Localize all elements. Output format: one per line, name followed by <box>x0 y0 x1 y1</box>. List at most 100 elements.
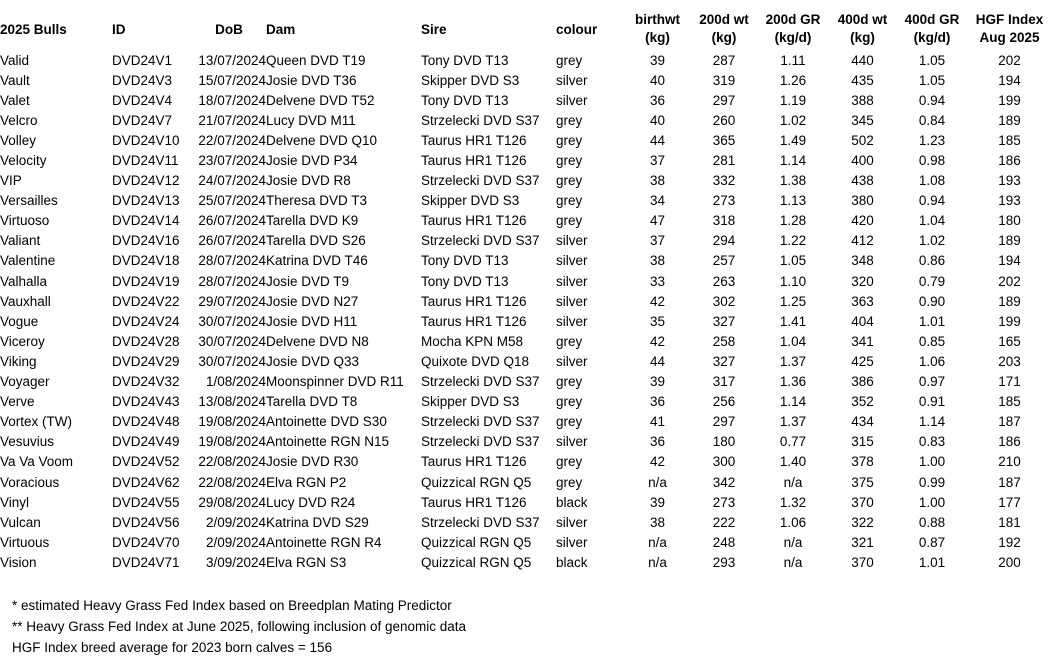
bull-name: Va Va Voom <box>0 454 74 470</box>
gr-400d: 1.14 <box>918 414 946 430</box>
sire: Taurus HR1 T126 <box>421 454 527 470</box>
gr-400d: 0.90 <box>918 293 946 309</box>
wt-400d: 370 <box>851 494 874 510</box>
dam: Tarella DVD S26 <box>266 233 366 249</box>
col-header-id: ID <box>112 21 126 37</box>
gr-400d: 0.87 <box>918 534 946 550</box>
bull-name: Verve <box>0 394 35 410</box>
hgf-index: 186 <box>998 434 1021 450</box>
wt-200d: 365 <box>712 132 736 148</box>
col-header-bulls: 2025 Bulls <box>0 21 67 37</box>
table-row: Vauxhall DVD24V22 29/07/2024 Josie DVD N27 T… <box>0 291 1052 311</box>
wt-200d: 293 <box>712 554 736 570</box>
sire: Skipper DVD S3 <box>421 72 520 88</box>
gr-400d: 0.88 <box>918 514 946 530</box>
sire: Strzelecki DVD S37 <box>421 374 540 390</box>
bull-name: Vulcan <box>0 514 41 530</box>
hgf-index: 186 <box>998 153 1021 169</box>
table-row: Vinyl DVD24V55 29/08/2024 Lucy DVD R24 Tauru… <box>0 492 1052 512</box>
hgf-index: 181 <box>998 514 1021 530</box>
col-header-400d-wt: 400d wt (kg) <box>828 8 897 50</box>
dob: 22/08/2024 <box>198 474 266 490</box>
table-row: Volley DVD24V10 22/07/2024 Delvene DVD Q10 T… <box>0 130 1052 150</box>
bull-id: DVD24V24 <box>112 313 180 329</box>
wt-400d: 363 <box>851 293 874 309</box>
dob: 28/07/2024 <box>198 253 266 269</box>
bull-id: DVD24V1 <box>112 52 173 68</box>
hgf-index: 199 <box>998 313 1021 329</box>
gr-200d: n/a <box>783 474 803 490</box>
bull-id: DVD24V56 <box>112 514 180 530</box>
dob: 21/07/2024 <box>198 112 266 128</box>
col-header-line2: (kg/d) <box>774 30 812 45</box>
dob: 26/07/2024 <box>198 233 266 249</box>
bull-id: DVD24V14 <box>112 213 180 229</box>
gr-200d: 1.49 <box>779 132 807 148</box>
dob: 26/07/2024 <box>198 213 266 229</box>
hgf-index: 185 <box>998 394 1021 410</box>
col-header-birthwt: birthwt (kg) <box>625 8 690 50</box>
bull-name: Virtuous <box>0 534 50 550</box>
bull-id: DVD24V18 <box>112 253 180 269</box>
footnote-genomic-data: ** Heavy Grass Fed Index at June 2025, f… <box>12 619 467 635</box>
col-header-200d-wt: 200d wt (kg) <box>690 8 758 50</box>
wt-400d: 440 <box>851 52 874 68</box>
bull-id: DVD24V52 <box>112 454 180 470</box>
gr-400d: 1.04 <box>918 213 946 229</box>
gr-200d: 0.77 <box>779 434 807 450</box>
bull-id: DVD24V13 <box>112 193 180 209</box>
gr-200d: 1.13 <box>779 193 807 209</box>
sire: Taurus HR1 T126 <box>421 313 527 329</box>
table-row: Va Va Voom DVD24V52 22/08/2024 Josie DVD R3… <box>0 452 1052 472</box>
bull-name: Voyager <box>0 374 50 390</box>
gr-400d: 0.86 <box>918 253 946 269</box>
wt-200d: 318 <box>712 213 736 229</box>
sire: Strzelecki DVD S37 <box>421 514 540 530</box>
sire: Skipper DVD S3 <box>421 193 520 209</box>
bull-name: Velcro <box>0 112 38 128</box>
dam: Josie DVD T9 <box>266 273 350 289</box>
gr-400d: 0.91 <box>918 394 946 410</box>
wt-200d: 342 <box>712 474 736 490</box>
colour: black <box>556 554 588 570</box>
dam: Josie DVD T36 <box>266 72 357 88</box>
gr-400d: 1.02 <box>918 233 946 249</box>
dam: Queen DVD T19 <box>266 52 366 68</box>
gr-200d: 1.40 <box>779 454 807 470</box>
bull-id: DVD24V62 <box>112 474 180 490</box>
sire: Strzelecki DVD S37 <box>421 414 540 430</box>
bull-name: Voracious <box>0 474 60 490</box>
colour: silver <box>556 72 588 88</box>
colour: grey <box>556 112 583 128</box>
header-row: 2025 Bulls ID DoB Dam Sire colour birthw… <box>0 8 1052 50</box>
wt-200d: 300 <box>712 454 736 470</box>
colour: grey <box>556 454 583 470</box>
gr-400d: 1.06 <box>918 353 946 369</box>
birthwt: 47 <box>649 213 666 229</box>
dob: 24/07/2024 <box>198 173 266 189</box>
gr-400d: 1.05 <box>918 52 946 68</box>
dob: 25/07/2024 <box>198 193 266 209</box>
birthwt: 44 <box>649 353 666 369</box>
wt-400d: 322 <box>851 514 874 530</box>
dob: 13/07/2024 <box>198 52 266 68</box>
hgf-index: 203 <box>998 353 1021 369</box>
gr-400d: 1.23 <box>918 132 946 148</box>
gr-400d: 0.94 <box>918 193 946 209</box>
gr-200d: 1.11 <box>780 52 806 68</box>
wt-200d: 258 <box>712 333 736 349</box>
bull-id: DVD24V22 <box>112 293 180 309</box>
gr-200d: 1.25 <box>779 293 807 309</box>
sire: Mocha KPN M58 <box>421 333 524 349</box>
dam: Theresa DVD T3 <box>266 193 368 209</box>
birthwt: 38 <box>649 514 666 530</box>
table-row: Vogue DVD24V24 30/07/2024 Josie DVD H11 Taur… <box>0 311 1052 331</box>
wt-400d: 386 <box>851 374 874 390</box>
bull-name: Valentine <box>0 253 56 269</box>
hgf-index: 194 <box>998 253 1021 269</box>
sire: Tony DVD T13 <box>421 52 509 68</box>
dob: 2/09/2024 <box>205 534 266 550</box>
gr-200d: 1.36 <box>779 374 807 390</box>
bull-name: Volley <box>0 132 37 148</box>
